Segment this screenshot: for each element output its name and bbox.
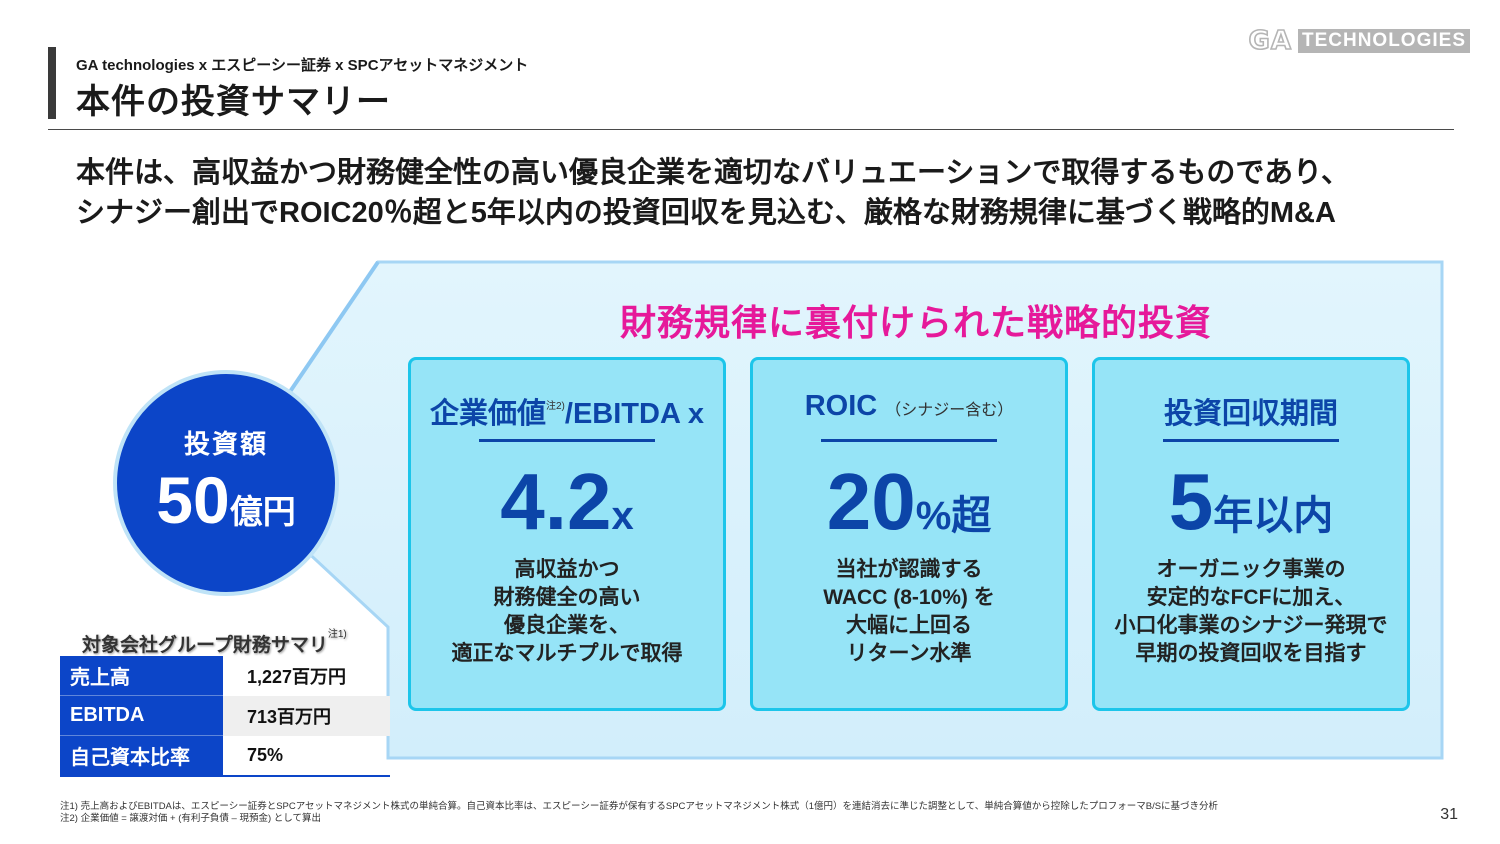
investment-amount-circle: 投資額 50億円 <box>113 370 339 596</box>
financial-summary-title: 対象会社グループ財務サマリ注1) <box>82 629 347 656</box>
footnote-ref: 注1) <box>327 629 347 640</box>
financial-summary-table: 売上高 1,227百万円 EBITDA 713百万円 自己資本比率 75% <box>60 656 390 777</box>
footnote-2: 注2) 企業価値 = 譲渡対価 + (有利子負債 – 現預金) として算出 <box>60 813 321 824</box>
row-label: 自己資本比率 <box>60 735 223 777</box>
row-value: 713百万円 <box>223 695 390 736</box>
page-number: 31 <box>1440 806 1458 823</box>
row-label: 売上高 <box>60 656 223 696</box>
row-value: 75% <box>223 735 390 777</box>
card-value: 4.2x <box>500 457 634 546</box>
header-divider <box>48 129 1454 130</box>
card-rule <box>1163 439 1339 442</box>
card-value: 20%超 <box>826 457 992 546</box>
card-heading: 投資回収期間 <box>1163 398 1338 430</box>
card-heading: 企業価値注2)/EBITDA x <box>429 398 705 430</box>
investment-label: 投資額 <box>183 429 268 459</box>
title-accent-bar <box>48 47 56 119</box>
card-description: オーガニック事業の 安定的なFCFに加え、 小口化事業のシナジー発現で 早期の投資回収… <box>1114 558 1388 665</box>
row-label: EBITDA <box>60 695 223 736</box>
table-row: 売上高 1,227百万円 <box>60 656 390 696</box>
row-value: 1,227百万円 <box>247 666 347 687</box>
card-rule <box>479 439 655 442</box>
logo-ga: GA <box>1248 25 1292 57</box>
panel-title: 財務規律に裏付けられた戦略的投資 <box>619 302 1212 343</box>
card-rule <box>821 439 997 442</box>
footnote-ref: 注2) <box>546 401 565 412</box>
card-description: 当社が認識する WACC (8-10%) を大幅に上回る リターン水準 <box>823 558 995 665</box>
table-row: 自己資本比率 75% <box>60 735 390 777</box>
card-value: 5年以内 <box>1168 457 1334 546</box>
investment-value: 50億円 <box>156 463 296 537</box>
card-payback-period: 投資回収期間 5年以内 オーガニック事業の 安定的なFCFに加え、 小口化事業のシナ… <box>1092 357 1410 711</box>
card-roic: ROIC （シナジー含む） 20%超 当社が認識する WACC (8-10%) を… <box>750 357 1068 711</box>
table-row: EBITDA 713百万円 <box>60 695 390 736</box>
footnote-1: 注1) 売上高およびEBITDAは、エスピーシー証券とSPCアセットマネジメント… <box>60 801 1219 812</box>
slide-title: 本件の投資サマリー <box>76 83 391 121</box>
card-ev-ebitda: 企業価値注2)/EBITDA x 4.2x 高収益かつ 財務健全の高い 優良企業を、… <box>408 357 726 711</box>
logo-technologies: TECHNOLOGIES <box>1297 29 1470 53</box>
card-heading: ROIC （シナジー含む） <box>804 390 1014 422</box>
card-heading-note: （シナジー含む） <box>885 402 1014 419</box>
slide-subtitle: GA technologies x エスピーシー証券 x SPCアセットマネジメ… <box>76 57 529 74</box>
card-description: 高収益かつ 財務健全の高い 優良企業を、 適正なマルチプルで取得 <box>451 558 683 665</box>
company-logo: GA TECHNOLOGIES <box>1248 25 1470 57</box>
footnotes: 注1) 売上高およびEBITDAは、エスピーシー証券とSPCアセットマネジメント… <box>60 801 1218 825</box>
lead-statement: 本件は、高収益かつ財務健全性の高い優良企業を適切なバリュエーションで取得するもの… <box>76 153 1350 233</box>
lead-line-1: 本件は、高収益かつ財務健全性の高い優良企業を適切なバリュエーションで取得するもの… <box>76 157 1350 189</box>
lead-line-2: シナジー創出でROIC20％超と5年以内の投資回収を見込む、厳格な財務規律に基づ… <box>76 197 1336 229</box>
